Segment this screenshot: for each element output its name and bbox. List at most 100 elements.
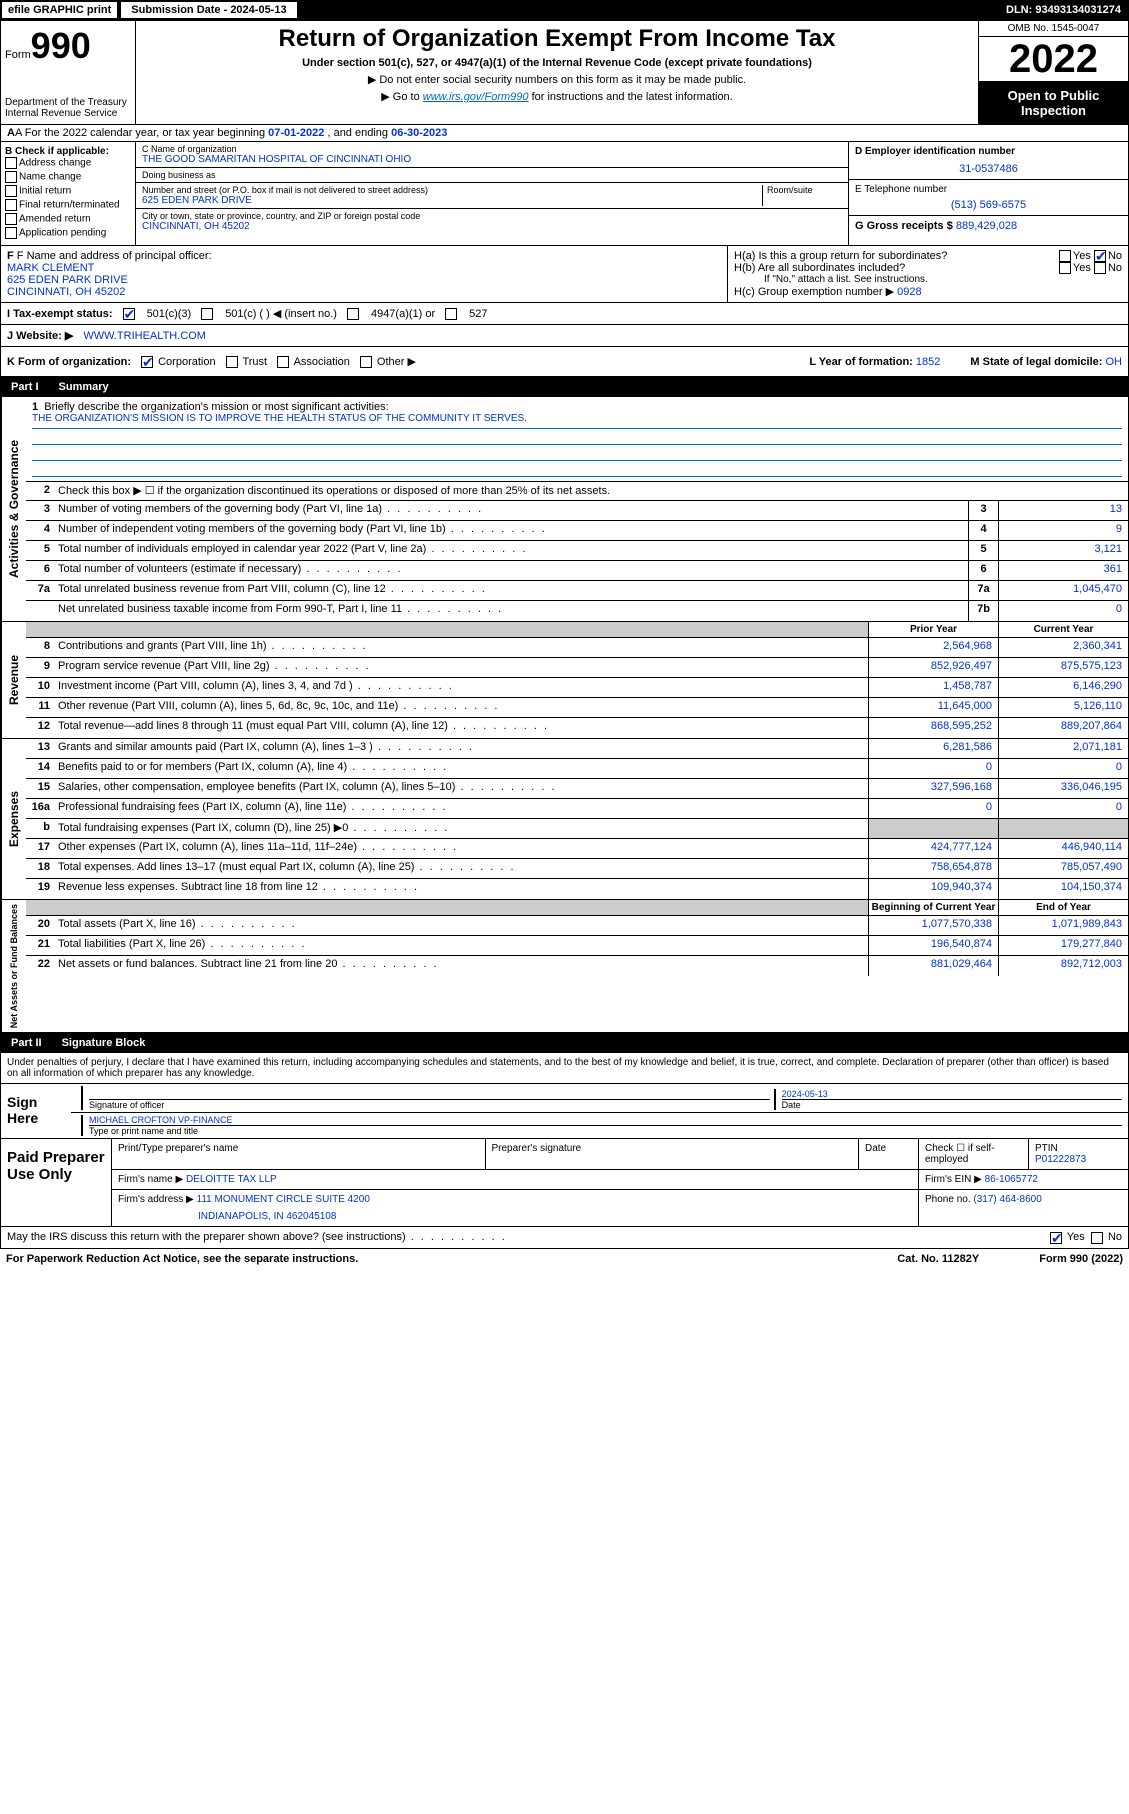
summary-row: 12 Total revenue—add lines 8 through 11 …	[26, 718, 1128, 738]
opt-4947: 4947(a)(1) or	[371, 308, 435, 320]
form-subtitle: Under section 501(c), 527, or 4947(a)(1)…	[140, 57, 974, 69]
opt-501c3: 501(c)(3)	[147, 308, 192, 320]
opt-501c: 501(c) ( ) ◀ (insert no.)	[225, 307, 337, 320]
hc-value: 0928	[897, 286, 921, 298]
row-a-tax-year: AA For the 2022 calendar year, or tax ye…	[0, 125, 1129, 142]
opt-trust: Trust	[242, 356, 267, 368]
vert-revenue: Revenue	[1, 622, 26, 738]
hc-label: H(c) Group exemption number ▶	[734, 286, 894, 298]
row-label: Professional fundraising fees (Part IX, …	[54, 799, 868, 818]
header-spacer	[26, 622, 868, 637]
cb-other[interactable]	[360, 356, 372, 368]
sign-here-block: Sign Here Signature of officer 2024-05-1…	[0, 1084, 1129, 1139]
dba-label: Doing business as	[142, 170, 842, 180]
cb-amended[interactable]: Amended return	[5, 213, 131, 225]
row-label: Total revenue—add lines 8 through 11 (mu…	[54, 718, 868, 738]
prep-phone: (317) 464-8600	[973, 1194, 1041, 1205]
col-d-ein: D Employer identification number 31-0537…	[848, 142, 1128, 245]
current-value: 2,360,341	[998, 638, 1128, 657]
cb-final-return[interactable]: Final return/terminated	[5, 199, 131, 211]
irs-label: Internal Revenue Service	[5, 108, 131, 119]
netassets-col-headers: Beginning of Current Year End of Year	[26, 900, 1128, 916]
cb-527[interactable]	[445, 308, 457, 320]
cb-address-change[interactable]: Address change	[5, 157, 131, 169]
website-value[interactable]: WWW.TRIHEALTH.COM	[83, 330, 206, 342]
opt-assoc: Association	[294, 356, 350, 368]
discuss-yes-cb[interactable]	[1050, 1232, 1062, 1244]
cb-501c[interactable]	[201, 308, 213, 320]
row-value: 9	[998, 521, 1128, 540]
cb-501c3[interactable]	[123, 308, 135, 320]
prep-phone-label: Phone no.	[925, 1194, 971, 1205]
row-box: 4	[968, 521, 998, 540]
open-public: Open to Public Inspection	[979, 82, 1128, 124]
summary-row: 18 Total expenses. Add lines 13–17 (must…	[26, 859, 1128, 879]
cb-name-change[interactable]: Name change	[5, 171, 131, 183]
discuss-no: No	[1108, 1231, 1122, 1243]
cb-initial-return[interactable]: Initial return	[5, 185, 131, 197]
hb-note: If "No," attach a list. See instructions…	[734, 274, 1122, 285]
row-fgh: F F Name and address of principal office…	[0, 246, 1129, 303]
ptin-value: P01222873	[1035, 1154, 1122, 1165]
goto-post: for instructions and the latest informat…	[529, 91, 733, 103]
form-990-footer: Form 990 (2022)	[1039, 1253, 1123, 1265]
summary-row: 21 Total liabilities (Part X, line 26) 1…	[26, 936, 1128, 956]
current-year-header: Current Year	[998, 622, 1128, 637]
row-box: 5	[968, 541, 998, 560]
sign-here-label: Sign Here	[1, 1084, 71, 1138]
form-label: Form	[5, 49, 31, 61]
current-value: 104,150,374	[998, 879, 1128, 899]
officer-addr1: 625 EDEN PARK DRIVE	[7, 274, 721, 286]
form-990-big: 990	[31, 25, 91, 66]
cb-assoc[interactable]	[277, 356, 289, 368]
current-value: 892,712,003	[998, 956, 1128, 976]
end-year-header: End of Year	[998, 900, 1128, 915]
part2-header: Part II Signature Block	[0, 1033, 1129, 1053]
irs-link[interactable]: www.irs.gov/Form990	[423, 91, 529, 103]
cb-4947[interactable]	[347, 308, 359, 320]
row-label: Salaries, other compensation, employee b…	[54, 779, 868, 798]
discuss-no-cb[interactable]	[1091, 1232, 1103, 1244]
prior-value: 0	[868, 759, 998, 778]
prior-value	[868, 819, 998, 838]
col-b-checkboxes: B Check if applicable: Address change Na…	[1, 142, 136, 245]
cb-trust[interactable]	[226, 356, 238, 368]
top-bar: efile GRAPHIC print Submission Date - 20…	[0, 0, 1129, 20]
signature-intro: Under penalties of perjury, I declare th…	[0, 1053, 1129, 1084]
omb-number: OMB No. 1545-0047	[979, 21, 1128, 37]
prior-value: 881,029,464	[868, 956, 998, 976]
cb-app-pending[interactable]: Application pending	[5, 227, 131, 239]
room-label: Room/suite	[762, 185, 842, 206]
summary-row: 17 Other expenses (Part IX, column (A), …	[26, 839, 1128, 859]
prior-value: 1,458,787	[868, 678, 998, 697]
cat-number: Cat. No. 11282Y	[897, 1253, 979, 1265]
efile-label[interactable]: efile GRAPHIC print	[2, 2, 117, 18]
year-begin: 07-01-2022	[268, 127, 324, 139]
row-label: Grants and similar amounts paid (Part IX…	[54, 739, 868, 758]
prior-value: 758,654,878	[868, 859, 998, 878]
expenses-section: Expenses 13 Grants and similar amounts p…	[0, 739, 1129, 900]
ha-yes[interactable]: Yes	[1073, 250, 1091, 262]
row-label: Program service revenue (Part VIII, line…	[54, 658, 868, 677]
sig-date-label: Date	[782, 1100, 801, 1110]
firm-addr2: INDIANAPOLIS, IN 462045108	[118, 1211, 912, 1222]
summary-row: Net unrelated business taxable income fr…	[26, 601, 1128, 621]
col-b-title: B Check if applicable:	[5, 146, 131, 157]
phone-value: (513) 569-6575	[855, 199, 1122, 211]
current-value: 179,277,840	[998, 936, 1128, 955]
hb-yes[interactable]: Yes	[1073, 262, 1091, 274]
form-header: Form990 Department of the Treasury Inter…	[0, 20, 1129, 125]
section-bcd: B Check if applicable: Address change Na…	[0, 142, 1129, 246]
row-num: 10	[26, 678, 54, 697]
part2-title: Signature Block	[62, 1037, 146, 1049]
gross-value: 889,429,028	[956, 220, 1017, 232]
cb-corp[interactable]	[141, 356, 153, 368]
row-k-org-form: K Form of organization: Corporation Trus…	[0, 347, 1129, 377]
self-emp-label: Check ☐ if self-employed	[918, 1139, 1028, 1169]
prior-value: 424,777,124	[868, 839, 998, 858]
hb-no[interactable]: No	[1108, 262, 1122, 274]
mission-text: THE ORGANIZATION'S MISSION IS TO IMPROVE…	[32, 413, 1122, 429]
row-num: 3	[26, 501, 54, 520]
summary-row: 5 Total number of individuals employed i…	[26, 541, 1128, 561]
ha-no[interactable]: No	[1108, 250, 1122, 262]
